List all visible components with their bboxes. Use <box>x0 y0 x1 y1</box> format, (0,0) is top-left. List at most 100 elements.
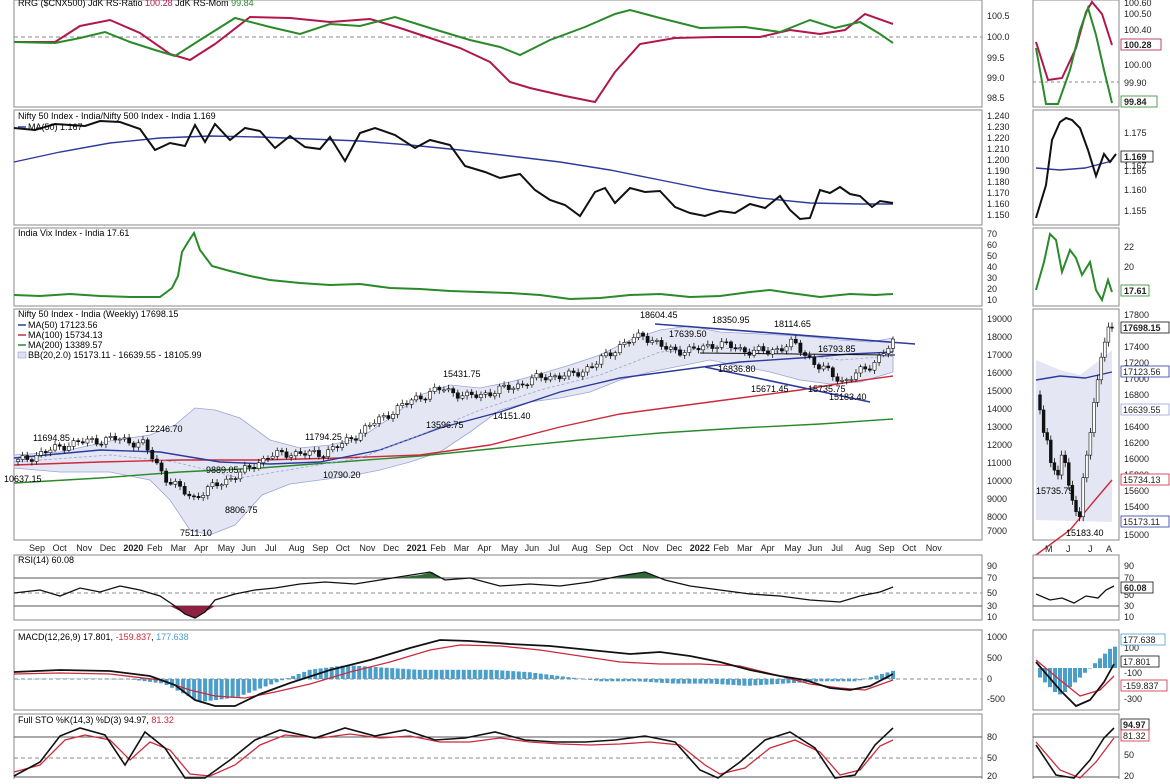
side-vix-line <box>1035 231 1113 303</box>
ratio-y-axis: 1.240 1.230 1.220 1.210 1.200 1.190 1.18… <box>987 111 1010 220</box>
x-axis-label: Mar <box>737 543 753 553</box>
candle-body <box>488 392 493 397</box>
candle-body <box>659 340 664 347</box>
sto-y-axis: 80 50 20 <box>987 732 997 781</box>
side-rs-mom-line <box>1035 4 1113 105</box>
macd-histogram-bar <box>736 679 741 686</box>
macd-histogram-bar <box>747 679 752 686</box>
macd-histogram-bar <box>593 679 598 681</box>
side-candle-body <box>1081 477 1085 517</box>
macd-histogram-bar <box>27 678 32 680</box>
macd-histogram-bar <box>76 678 81 680</box>
y-tick: 10000 <box>987 476 1012 486</box>
y-tick: 70 <box>1124 573 1134 583</box>
side-macd-line <box>1035 661 1115 708</box>
candle-body <box>391 414 395 419</box>
price-y-axis: 19000 18000 17000 16000 15000 14000 1300… <box>987 314 1012 536</box>
candle-body <box>446 388 451 391</box>
candle-body <box>798 342 803 353</box>
x-axis-label: Oct <box>619 543 634 553</box>
candle-body <box>367 424 372 427</box>
sto-d-value: 81.32 <box>151 715 174 725</box>
candle-body <box>539 373 544 378</box>
macd-histogram-bar <box>456 669 461 679</box>
side-ma50-value: 17123.56 <box>1123 367 1161 377</box>
candle-body <box>817 364 821 370</box>
y-tick: 70 <box>987 229 997 239</box>
sto-k-line <box>13 727 894 779</box>
x-axis-label: 2021 <box>407 543 427 553</box>
y-tick: 8000 <box>987 512 1007 522</box>
macd-histogram-bar <box>555 675 560 679</box>
annotation: 14151.40 <box>493 411 531 421</box>
macd-histogram-bar <box>203 679 208 702</box>
macd-histogram-bar <box>269 679 274 685</box>
macd-histogram-bar <box>714 679 719 684</box>
macd-histogram-bar <box>373 667 378 679</box>
macd-histogram-bar <box>742 679 747 686</box>
candle-body <box>168 482 173 485</box>
macd-histogram-bar <box>780 679 785 684</box>
x-axis-label: Apr <box>477 543 491 553</box>
candle-body <box>678 349 682 356</box>
candle-body <box>469 391 474 395</box>
svg-text:Full STO %K(14,3) %D(3) 94.97,: Full STO %K(14,3) %D(3) 94.97, 81.32 <box>18 715 174 725</box>
candle-body <box>793 338 798 344</box>
y-tick: 15000 <box>1124 530 1149 540</box>
y-tick: 60 <box>987 240 997 250</box>
candle-body <box>335 446 340 448</box>
candle-body <box>631 337 636 343</box>
candle-body <box>428 391 432 400</box>
macd-histogram-bar <box>93 678 98 680</box>
macd-histogram-bar <box>417 669 422 679</box>
y-tick: 100.00 <box>1124 60 1152 70</box>
candle-body <box>187 493 192 497</box>
candle-body <box>761 346 766 352</box>
candle-body <box>29 459 34 462</box>
y-tick: -100 <box>1124 668 1142 678</box>
candle-body <box>622 342 627 345</box>
side-sto-d-line <box>1035 737 1115 779</box>
candle-body <box>432 386 437 392</box>
x-axis-label: Oct <box>336 543 351 553</box>
candle-body <box>525 384 530 387</box>
y-tick: 17400 <box>1124 342 1149 352</box>
macd-histogram-bar <box>241 679 246 695</box>
macd-histogram-bar <box>137 679 142 681</box>
candle-body <box>705 344 710 347</box>
candle-body <box>39 451 44 456</box>
x-axis-label: Sep <box>29 543 45 553</box>
side-x-label: J <box>1088 544 1093 554</box>
macd-histogram-bar <box>621 679 626 682</box>
macd-title-sep: , <box>151 632 156 642</box>
candle-body <box>127 437 132 444</box>
side-rrg-axis: 100.60 100.50 100.40 100.00 99.90 100.28… <box>1120 0 1162 108</box>
side-sto-k-value: 94.97 <box>1123 720 1146 730</box>
macd-histogram-bar <box>82 678 87 680</box>
y-tick: 30 <box>987 601 997 611</box>
side-annotation: 15735.75 <box>1036 486 1074 496</box>
sto-title-prefix: Full STO %K(14,3) %D(3) 94.97, <box>18 715 151 725</box>
macd-histogram-bar <box>153 679 158 683</box>
candle-body <box>580 371 585 377</box>
price-legend: MA(50) 17123.56 MA(100) 15734.13 MA(200)… <box>17 320 201 360</box>
candle-body <box>150 449 155 460</box>
candle-body <box>34 455 39 462</box>
y-tick: 1000 <box>987 632 1007 642</box>
y-tick: -500 <box>987 694 1005 704</box>
candle-body <box>821 365 826 370</box>
candle-body <box>886 347 891 354</box>
y-tick: 1.150 <box>987 210 1010 220</box>
price-title: Nifty 50 Index - India (Weekly) 17698.15 <box>18 309 178 319</box>
macd-histogram-bar <box>159 679 164 684</box>
macd-histogram-bar <box>588 679 593 680</box>
macd-histogram-bar <box>126 679 131 680</box>
candle-body <box>178 481 182 487</box>
candle-body <box>141 439 145 444</box>
candle-body <box>692 346 696 349</box>
side-ratio-line <box>1035 116 1117 219</box>
candle-body <box>196 496 201 499</box>
price-annotations: 18604.45 18350.95 18114.65 17639.50 1679… <box>4 310 867 538</box>
side-macd-histogram-bar <box>1113 646 1117 668</box>
candle-body <box>654 340 659 342</box>
